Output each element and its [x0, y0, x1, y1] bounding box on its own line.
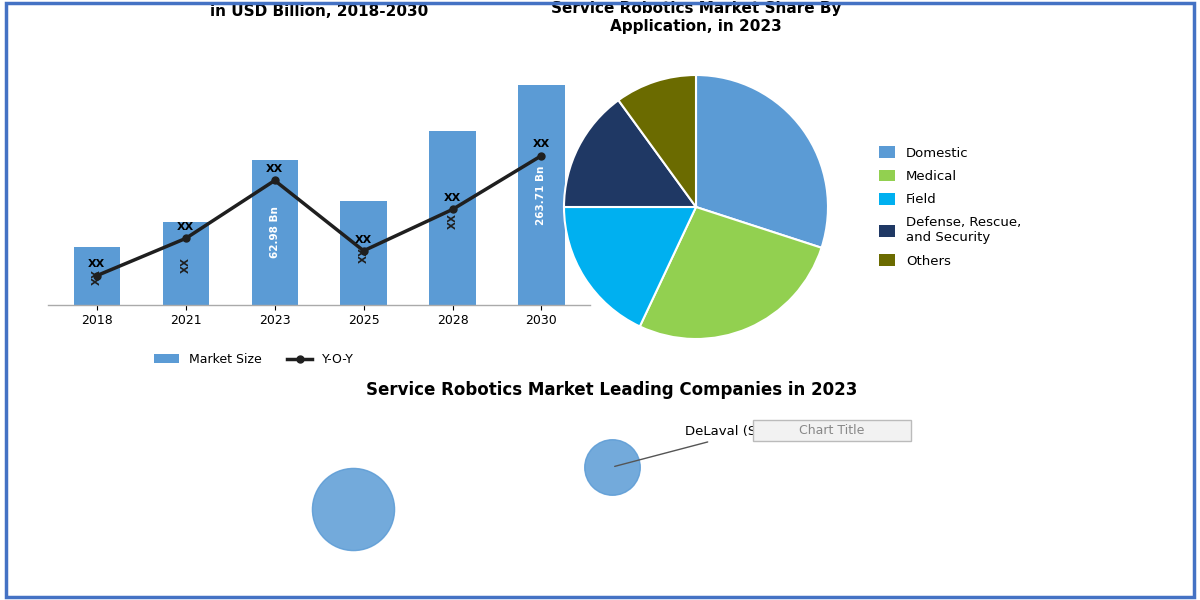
Bar: [430, 131, 475, 305]
Point: [343, 505, 362, 514]
Text: XX: XX: [181, 257, 191, 273]
Text: XX: XX: [89, 259, 106, 269]
Bar: [341, 201, 386, 305]
Point: [602, 462, 622, 472]
Legend: Market Size, Y-O-Y: Market Size, Y-O-Y: [149, 348, 359, 371]
Bar: [73, 247, 120, 305]
Title: Service Robotics Market Leading Companies in 2023: Service Robotics Market Leading Companie…: [366, 381, 858, 399]
FancyBboxPatch shape: [754, 419, 911, 441]
Text: XX: XX: [448, 213, 457, 229]
Text: XX: XX: [359, 247, 368, 263]
Legend: Domestic, Medical, Field, Defense, Rescue,
and Security, Others: Domestic, Medical, Field, Defense, Rescu…: [874, 141, 1026, 273]
Bar: [163, 222, 209, 305]
Text: DeLaval (Sweden): DeLaval (Sweden): [614, 425, 806, 466]
Text: XX: XX: [266, 164, 283, 174]
Text: 263.71 Bn: 263.71 Bn: [536, 165, 546, 224]
Wedge shape: [618, 75, 696, 207]
Text: XX: XX: [355, 235, 372, 245]
Wedge shape: [696, 75, 828, 248]
Text: Chart Title: Chart Title: [799, 424, 865, 437]
Wedge shape: [564, 207, 696, 326]
Wedge shape: [640, 207, 822, 339]
Text: XX: XX: [444, 193, 461, 203]
Text: 62.98 Bn: 62.98 Bn: [270, 206, 280, 258]
Wedge shape: [564, 100, 696, 207]
Bar: [518, 85, 564, 305]
Title: Service Robotics Market Revenue
in USD Billion, 2018-2030: Service Robotics Market Revenue in USD B…: [175, 0, 463, 19]
Bar: [252, 160, 298, 305]
Text: XX: XX: [533, 139, 550, 149]
Text: XX: XX: [178, 222, 194, 232]
Text: XX: XX: [92, 269, 102, 285]
Title: Service Robotics Market Share By
Application, in 2023: Service Robotics Market Share By Applica…: [551, 1, 841, 34]
